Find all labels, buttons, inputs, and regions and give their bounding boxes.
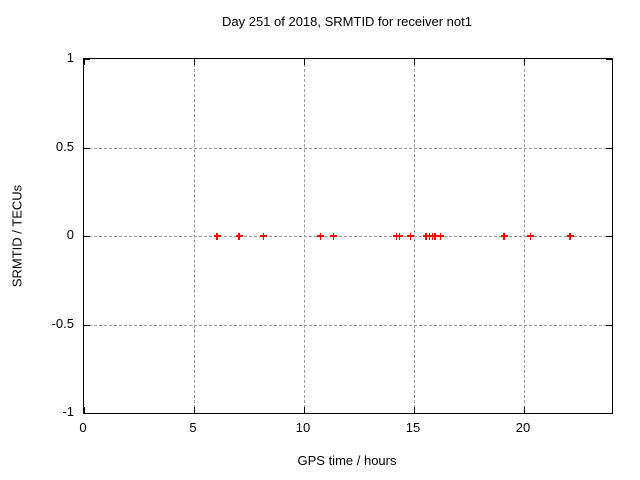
- y-tick-label: 1: [66, 50, 74, 65]
- x-tick-top: [414, 59, 415, 65]
- x-tick-label: 15: [405, 420, 421, 435]
- data-point-marker: [431, 232, 439, 240]
- y-tick-left: [84, 147, 90, 149]
- data-point-marker: [500, 232, 508, 240]
- x-axis-title: GPS time / hours: [297, 453, 397, 468]
- x-tick-top: [194, 59, 195, 65]
- y-tick-label: 0.5: [55, 138, 74, 154]
- y-tick-right: [606, 147, 612, 149]
- x-tick-label: 10: [295, 420, 311, 435]
- data-point-marker: [330, 232, 338, 240]
- data-point-marker: [396, 232, 404, 240]
- x-tick-bottom: [194, 407, 195, 413]
- data-point-marker: [213, 232, 221, 240]
- y-gridline: [84, 324, 612, 326]
- y-tick-label: 0: [66, 227, 74, 242]
- y-gridline: [84, 236, 612, 237]
- data-point-marker: [566, 232, 574, 240]
- data-point-marker: [527, 232, 535, 240]
- x-tick-top: [84, 59, 85, 65]
- y-tick-label: -1: [62, 404, 74, 419]
- y-tick-left: [84, 59, 90, 60]
- x-tick-top: [304, 59, 305, 65]
- y-tick-left: [84, 413, 90, 414]
- data-point-marker: [235, 232, 243, 240]
- y-tick-left: [84, 324, 90, 326]
- plot-area: [83, 58, 613, 414]
- y-gridline: [84, 147, 612, 149]
- x-tick-bottom: [84, 407, 85, 413]
- y-tick-right: [606, 59, 612, 60]
- data-point-marker: [317, 232, 324, 240]
- y-tick-label: -0.5: [51, 315, 74, 331]
- x-tick-bottom: [414, 407, 415, 413]
- x-tick-bottom: [304, 407, 305, 413]
- y-tick-right: [606, 324, 612, 326]
- x-tick-label: 0: [79, 420, 87, 435]
- y-tick-right: [606, 236, 612, 237]
- x-tick-label: 20: [515, 420, 531, 435]
- data-point-marker: [436, 232, 444, 240]
- chart-title: Day 251 of 2018, SRMTID for receiver not…: [221, 14, 472, 29]
- x-tick-top: [524, 59, 525, 65]
- y-tick-left: [84, 236, 90, 237]
- data-point-marker: [259, 232, 267, 240]
- y-tick-right: [606, 413, 612, 414]
- x-tick-label: 5: [189, 420, 197, 435]
- x-tick-bottom: [524, 407, 525, 413]
- data-point-marker: [407, 232, 415, 240]
